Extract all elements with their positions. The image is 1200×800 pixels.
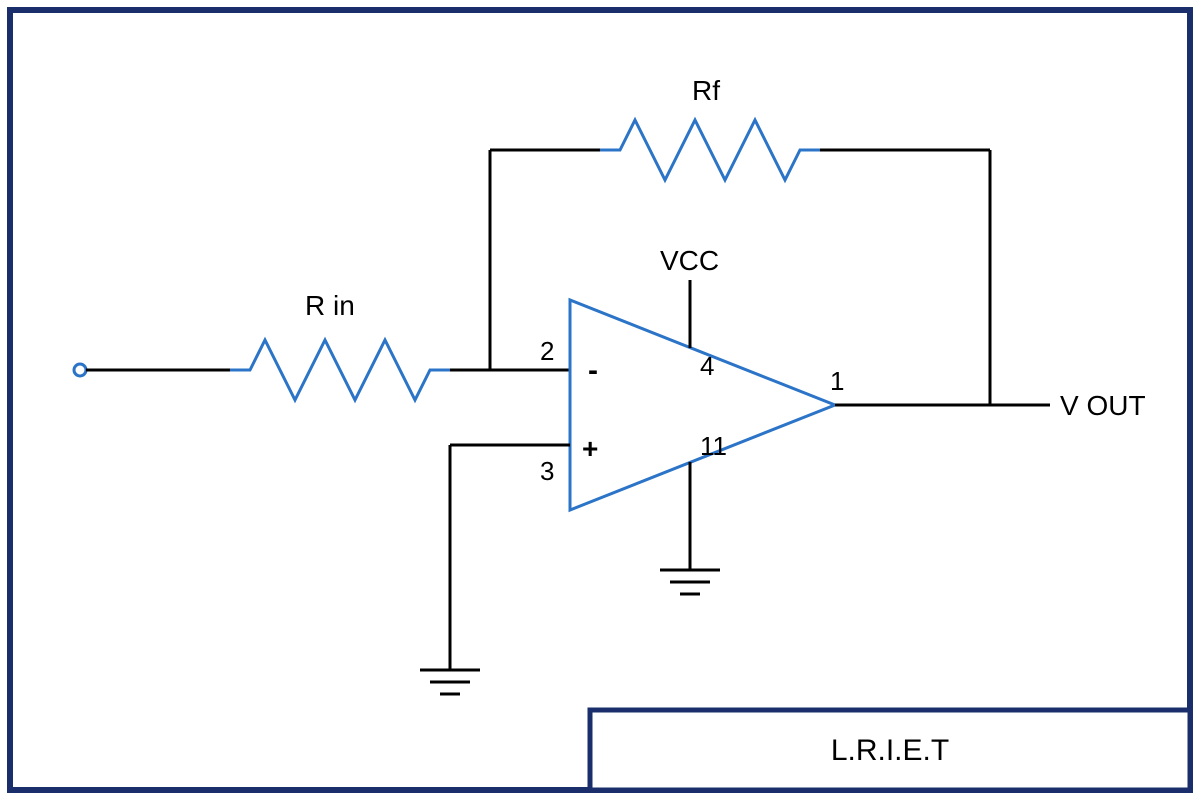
resistor-rin — [230, 340, 450, 400]
input-terminal — [74, 364, 86, 376]
rin-label: R in — [305, 290, 355, 321]
pin-3-label: 3 — [540, 456, 554, 486]
ground-symbol-2 — [660, 570, 720, 594]
opamp-plus: + — [582, 433, 598, 464]
vout-label: V OUT — [1060, 390, 1146, 421]
footer-label: L.R.I.E.T — [831, 734, 949, 767]
rf-label: Rf — [692, 75, 720, 106]
opamp-minus: - — [588, 354, 598, 387]
pin-4-label: 4 — [700, 351, 714, 381]
circuit-diagram: L.R.I.E.T R in Rf - + 2 3 VCC 4 11 — [0, 0, 1200, 800]
vcc-label: VCC — [660, 245, 719, 276]
schematic-svg: L.R.I.E.T R in Rf - + 2 3 VCC 4 11 — [0, 0, 1200, 800]
pin-2-label: 2 — [540, 336, 554, 366]
opamp-triangle — [570, 300, 835, 510]
resistor-rf — [600, 120, 820, 180]
pin-11-label: 11 — [700, 431, 727, 461]
pin-1-label: 1 — [830, 366, 844, 396]
outer-border — [10, 10, 1190, 790]
ground-symbol-1 — [420, 670, 480, 694]
